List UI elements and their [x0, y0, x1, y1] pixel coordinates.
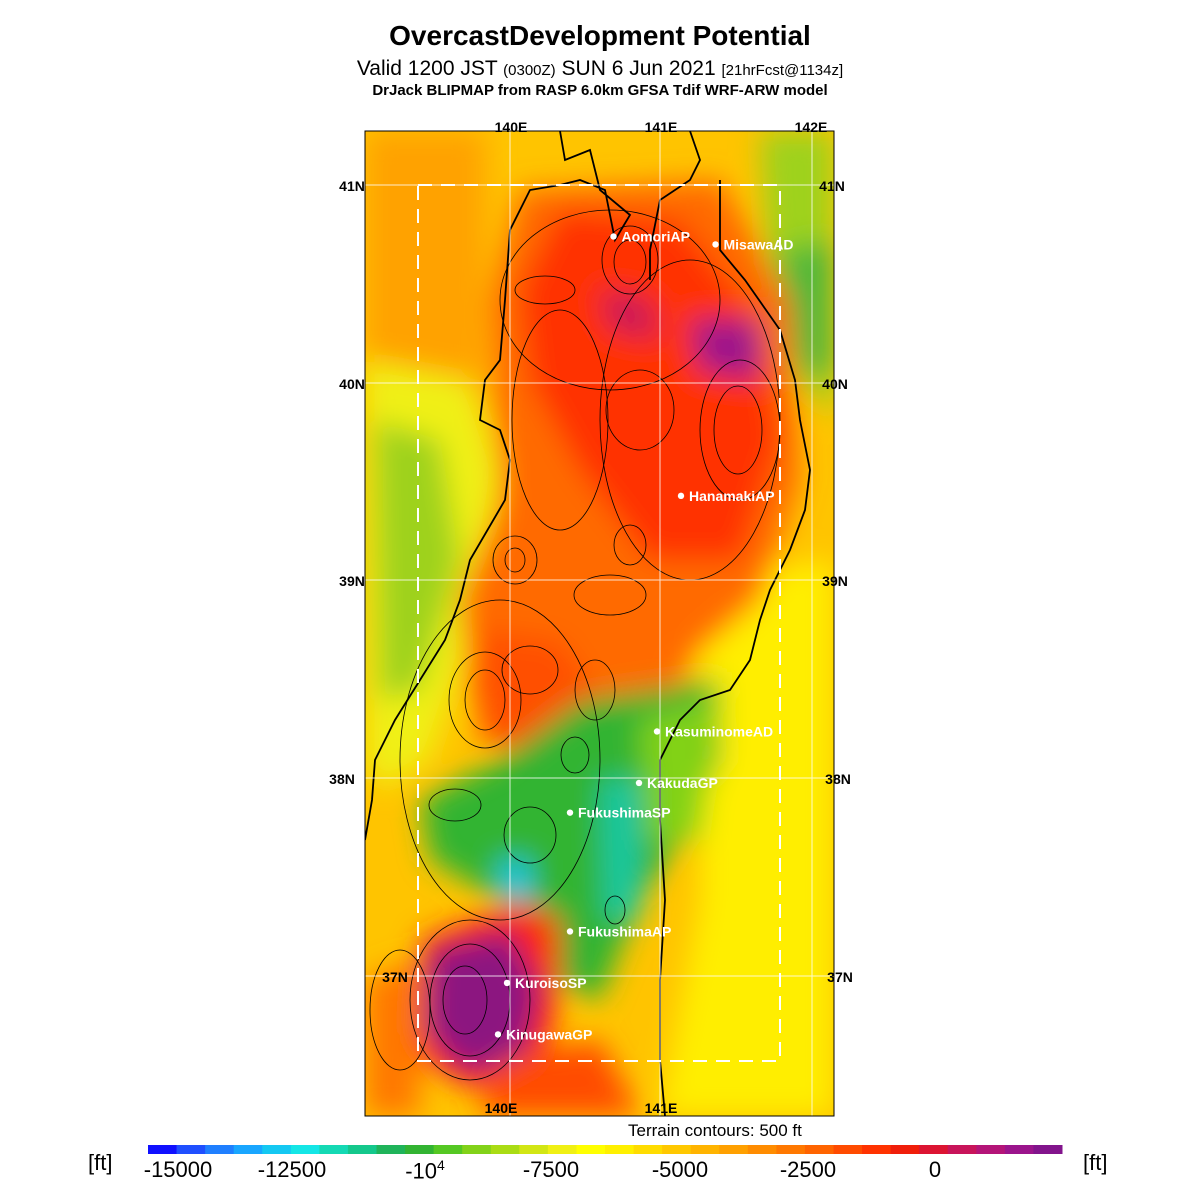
colorbar-tick-power: 4 [437, 1157, 445, 1173]
site-dot [566, 809, 574, 816]
colorbar-swatch [947, 1145, 977, 1154]
colorbar-tick: -2500 [779, 1157, 837, 1182]
colorbar-swatch [976, 1145, 1006, 1154]
colorbar-swatch [233, 1145, 263, 1154]
colorbar-swatch [433, 1145, 463, 1154]
site-dot [635, 779, 643, 787]
colorbar-tick: -12500 [257, 1157, 327, 1182]
lon-label-top-141e: 141E [645, 119, 678, 135]
site-label: KinugawaGP [506, 1026, 592, 1042]
colorbar-swatch [262, 1145, 292, 1154]
valid-prefix: Valid 1200 JST [356, 57, 498, 80]
colorbar-swatch [176, 1145, 206, 1154]
colorbar-tick-base: -10 [405, 1158, 437, 1184]
graticule [365, 131, 834, 1116]
site-dot [610, 233, 617, 240]
field-shading [365, 131, 834, 1116]
valid-time-line: Valid 1200 JST (0300Z) SUN 6 Jun 2021 [2… [0, 57, 1200, 81]
lat-label-right-41n: 41N [819, 178, 845, 194]
lat-label-left-37n: 37N [382, 969, 408, 985]
page-title: OvercastDevelopment Potential [389, 20, 811, 51]
lat-label-right-40n: 40N [822, 376, 848, 392]
site-dot [653, 728, 661, 735]
colorbar-tick: -15000 [143, 1157, 213, 1182]
lon-label-bottom-140e: 140E [485, 1100, 518, 1116]
site-label: HanamakiAP [689, 488, 775, 504]
lon-label-bottom-141e: 141E [645, 1100, 678, 1116]
site-label: KuroisoSP [515, 975, 587, 991]
colorbar-swatch [690, 1145, 720, 1154]
colorbar-swatch [719, 1145, 749, 1154]
site-dot [503, 979, 511, 987]
site-dot [712, 241, 719, 248]
lat-label-left-39n: 39N [339, 573, 365, 589]
colorbar-swatch [747, 1145, 777, 1154]
model-subtitle: DrJack BLIPMAP from RASP 6.0km GFSA Tdif… [372, 82, 828, 99]
site-label: FukushimaAP [578, 923, 671, 939]
lat-label-right-38n: 38N [825, 771, 851, 787]
lat-label-left-40n: 40N [339, 376, 365, 392]
colorbar-swatch [376, 1145, 406, 1154]
site-dot [566, 928, 574, 935]
site-label: FukushimaSP [578, 805, 671, 821]
colorbar-swatch [547, 1145, 577, 1154]
colorbar-unit-left: [ft] [88, 1150, 113, 1175]
colorbar-swatch [862, 1145, 892, 1154]
colorbar-swatch [490, 1145, 520, 1154]
colorbar-swatch [148, 1145, 178, 1154]
colorbar-unit-right: [ft] [1083, 1150, 1108, 1175]
lat-label-left-38n: 38N [329, 771, 355, 787]
colorbar-tick: -5000 [651, 1157, 709, 1182]
colorbar-swatch [1004, 1145, 1034, 1154]
colorbar-swatch [205, 1145, 235, 1154]
colorbar-tick: 0 [928, 1157, 942, 1182]
colorbar-swatch [804, 1145, 834, 1154]
terrain-note: Terrain contours: 500 ft [628, 1121, 802, 1140]
lat-label-right-39n: 39N [822, 573, 848, 589]
valid-date: SUN 6 Jun 2021 [561, 57, 716, 80]
colorbar-swatch [405, 1145, 435, 1154]
site-label: AomoriAP [622, 228, 690, 244]
colorbar-swatch [519, 1145, 549, 1154]
site-markers: AomoriAP MisawaAD HanamakiAP KasuminomeAD Ka… [494, 228, 794, 1042]
lat-label-right-37n: 37N [827, 969, 853, 985]
colorbar-swatch [290, 1145, 320, 1154]
colorbar [148, 1145, 1063, 1154]
valid-utc: (0300Z) [503, 62, 556, 79]
colorbar-swatch [576, 1145, 606, 1154]
site-dot [494, 1031, 502, 1038]
site-label: KakudaGP [647, 775, 718, 791]
coastline [365, 131, 811, 1116]
colorbar-swatch [1033, 1145, 1063, 1154]
colorbar-swatch [319, 1145, 349, 1154]
colorbar-tick-exponent: -104 [405, 1157, 445, 1184]
site-dot [677, 492, 685, 500]
forecast-info: [21hrFcst@1134z] [721, 62, 844, 79]
lon-label-top-142e: 142E [795, 119, 828, 135]
colorbar-swatch [633, 1145, 663, 1154]
site-label: MisawaAD [724, 236, 794, 252]
lat-label-left-41n: 41N [339, 178, 365, 194]
colorbar-swatch [919, 1145, 949, 1154]
map-frame [364, 130, 835, 1117]
colorbar-swatch [776, 1145, 806, 1154]
colorbar-swatch [462, 1145, 492, 1154]
terrain-contours [369, 209, 781, 1081]
colorbar-swatch [662, 1145, 692, 1154]
site-label: KasuminomeAD [665, 723, 773, 739]
colorbar-swatch [890, 1145, 920, 1154]
inner-domain-box [417, 184, 781, 1062]
colorbar-tick: -7500 [522, 1157, 580, 1182]
colorbar-swatch [605, 1145, 635, 1154]
colorbar-swatch [833, 1145, 863, 1154]
lon-label-top-140e: 140E [495, 119, 528, 135]
colorbar-swatch [347, 1145, 377, 1154]
map-field: AomoriAP MisawaAD HanamakiAP KasuminomeAD Ka… [365, 131, 834, 1116]
